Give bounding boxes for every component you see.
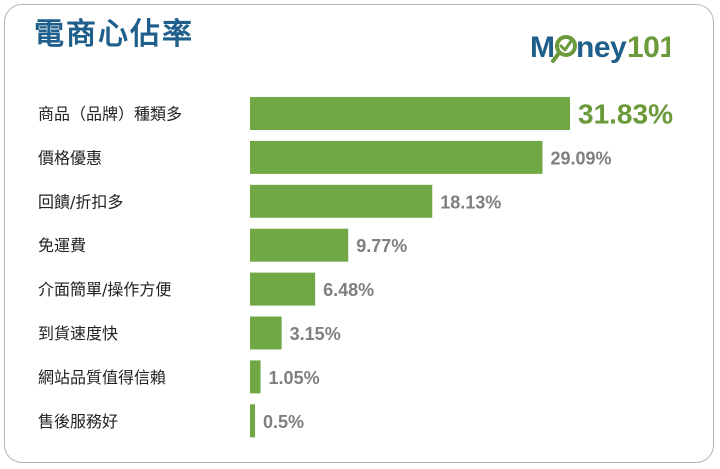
bar (250, 97, 570, 130)
category-label: 免運費 (38, 236, 86, 255)
category-label: 網站品質值得信賴 (38, 368, 166, 387)
bar (250, 316, 282, 350)
value-label: 18.13% (440, 192, 501, 212)
logo-letters-ney: ney (576, 31, 627, 64)
category-label: 價格優惠 (38, 148, 102, 167)
logo-letter-m: M (530, 31, 555, 64)
chart-title: 電商心佔率 (34, 17, 194, 52)
value-label: 6.48% (323, 280, 374, 300)
category-label: 介面簡單/操作方便 (38, 280, 171, 299)
bar (250, 360, 261, 394)
value-label: 9.77% (356, 236, 407, 256)
chart-card (4, 4, 714, 463)
bar (250, 272, 316, 306)
category-label: 商品（品牌）種類多 (38, 105, 182, 124)
logo-number-101: 101 (627, 31, 670, 64)
category-label: 到貨速度快 (38, 324, 118, 343)
bar (250, 228, 349, 262)
category-label: 售後服務好 (38, 412, 118, 431)
bar (250, 404, 256, 438)
money101-logo: M ney 101 (530, 31, 670, 64)
bar (250, 184, 433, 218)
value-label: 0.5% (263, 412, 304, 432)
category-label: 回饋/折扣多 (38, 192, 123, 211)
magnifier-check-icon (551, 35, 577, 63)
value-label: 3.15% (290, 324, 341, 344)
bar (250, 140, 543, 174)
value-label: 31.83% (578, 99, 673, 130)
value-label: 29.09% (550, 148, 611, 168)
value-label: 1.05% (269, 368, 320, 388)
